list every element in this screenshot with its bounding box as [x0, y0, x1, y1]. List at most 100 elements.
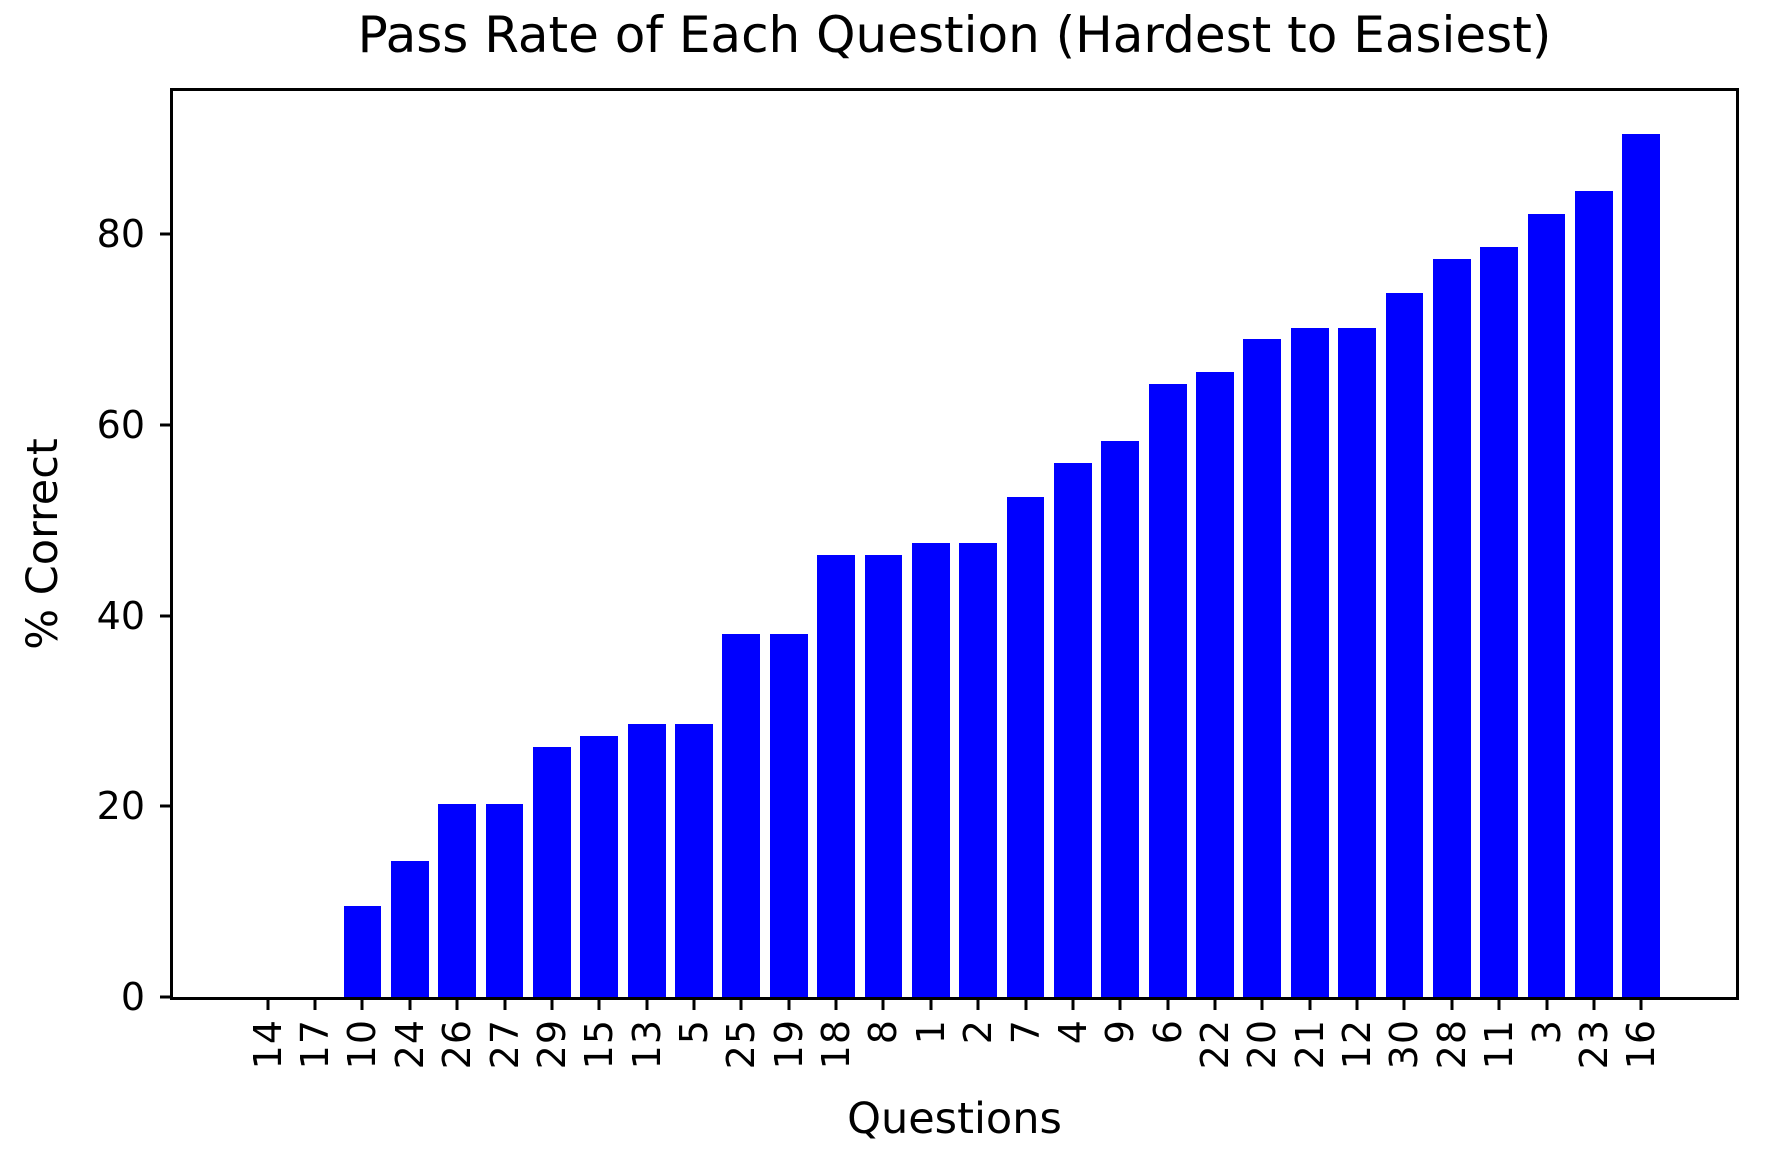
x-axis-label: Questions	[847, 1094, 1062, 1144]
x-tick-mark	[834, 997, 838, 1010]
bar	[390, 860, 429, 997]
bar	[1432, 258, 1471, 997]
bar	[1196, 372, 1234, 997]
x-tick-label: 16	[1619, 1019, 1664, 1070]
x-tick-mark	[1260, 997, 1264, 1010]
bar	[769, 633, 808, 997]
x-tick-mark	[313, 997, 317, 1010]
y-tick-mark	[160, 804, 173, 808]
y-axis-label: % Correct	[18, 438, 68, 650]
x-tick-label: 4	[1050, 1019, 1095, 1045]
x-tick-mark	[1497, 997, 1501, 1010]
x-tick-mark	[739, 997, 743, 1010]
bar	[485, 804, 524, 997]
y-tick-label: 60	[96, 402, 145, 447]
bar	[1101, 441, 1140, 997]
x-tick-mark	[1592, 997, 1596, 1010]
x-tick-label: 3	[1524, 1019, 1569, 1045]
x-tick-label: 30	[1382, 1019, 1427, 1070]
x-tick-mark	[1071, 997, 1075, 1010]
x-tick-mark	[1450, 997, 1454, 1010]
bar	[1338, 327, 1377, 997]
chart-title: Pass Rate of Each Question (Hardest to E…	[357, 6, 1552, 64]
x-tick-label: 2	[956, 1019, 1001, 1045]
x-tick-mark	[1118, 997, 1122, 1010]
bar	[1480, 247, 1519, 997]
x-tick-label: 21	[1287, 1019, 1332, 1070]
x-tick-label: 1	[908, 1019, 953, 1045]
bar	[722, 633, 761, 997]
x-tick-mark	[929, 997, 933, 1010]
bar	[343, 906, 382, 997]
bar	[959, 543, 998, 997]
x-tick-label: 27	[482, 1019, 527, 1070]
x-tick-mark	[1213, 997, 1217, 1010]
x-tick-mark	[550, 997, 554, 1010]
x-tick-label: 14	[245, 1019, 290, 1070]
x-tick-label: 13	[624, 1019, 669, 1070]
bar	[817, 554, 856, 997]
bar	[1527, 214, 1566, 997]
x-tick-mark	[787, 997, 791, 1010]
y-tick-label: 40	[96, 593, 145, 638]
x-tick-mark	[597, 997, 601, 1010]
bar	[1290, 327, 1329, 997]
bar	[1243, 338, 1282, 997]
x-tick-mark	[408, 997, 412, 1010]
y-tick-mark	[160, 614, 173, 618]
x-tick-mark	[976, 997, 980, 1010]
x-tick-label: 17	[293, 1019, 338, 1070]
bar	[1385, 293, 1424, 997]
y-tick-label: 20	[96, 784, 145, 829]
x-tick-mark	[266, 997, 270, 1010]
x-tick-label: 12	[1335, 1019, 1380, 1070]
bar	[1622, 133, 1661, 997]
x-tick-label: 22	[1192, 1019, 1237, 1070]
bar	[438, 804, 477, 997]
x-tick-mark	[1402, 997, 1406, 1010]
bar	[1574, 191, 1613, 997]
bar	[911, 543, 950, 997]
x-tick-label: 5	[671, 1019, 716, 1045]
x-tick-mark	[360, 997, 364, 1010]
bar	[864, 554, 903, 997]
x-tick-mark	[503, 997, 507, 1010]
bar	[1148, 383, 1187, 997]
x-tick-mark	[1166, 997, 1170, 1010]
x-tick-label: 28	[1429, 1019, 1474, 1070]
bar	[627, 724, 666, 997]
y-tick-label: 80	[96, 212, 145, 257]
x-tick-mark	[1308, 997, 1312, 1010]
bar	[1053, 462, 1092, 997]
plot-area: 14 17 10 24 26 27 29 15 13 5 25 19 18 8 1 2 7 4 9 6 22 20 21 12…	[97, 88, 1739, 1069]
x-tick-label: 15	[577, 1019, 622, 1070]
x-tick-label: 20	[1240, 1019, 1285, 1070]
x-tick-mark	[645, 997, 649, 1010]
x-tick-mark	[1545, 997, 1549, 1010]
x-tick-mark	[455, 997, 459, 1010]
x-tick-label: 7	[1003, 1019, 1048, 1045]
y-tick-mark	[160, 995, 173, 999]
x-tick-mark	[1639, 997, 1643, 1010]
x-tick-label: 11	[1477, 1019, 1522, 1070]
x-tick-label: 18	[814, 1019, 859, 1070]
x-tick-label: 26	[435, 1019, 480, 1070]
x-tick-label: 9	[1098, 1019, 1143, 1045]
x-tick-label: 8	[861, 1019, 906, 1045]
y-tick-mark	[160, 423, 173, 427]
bar	[580, 735, 619, 997]
x-tick-label: 23	[1571, 1019, 1616, 1070]
x-tick-label: 10	[340, 1019, 385, 1070]
bar	[1006, 497, 1045, 997]
x-tick-mark	[692, 997, 696, 1010]
x-tick-label: 6	[1145, 1019, 1190, 1045]
y-tick-label: 0	[120, 975, 145, 1019]
x-tick-label: 29	[529, 1019, 574, 1070]
x-tick-label: 25	[719, 1019, 764, 1070]
x-tick-label: 24	[387, 1019, 432, 1070]
y-tick-mark	[160, 232, 173, 236]
x-tick-mark	[1024, 997, 1028, 1010]
bar	[675, 724, 713, 997]
bar	[532, 747, 571, 997]
